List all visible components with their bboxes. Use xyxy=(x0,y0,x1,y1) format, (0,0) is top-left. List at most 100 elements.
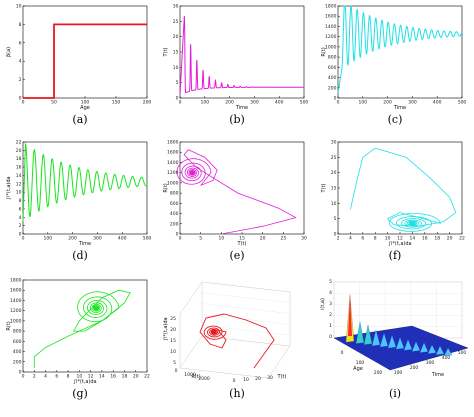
y-tick-label: 600 xyxy=(328,65,337,71)
x-tick-label: 10 xyxy=(76,374,82,380)
x-tick-label: 0 xyxy=(179,236,182,242)
x-tick-label: 6 xyxy=(55,374,58,380)
y-tick-label: 1400 xyxy=(10,298,22,304)
surface-peak xyxy=(348,293,352,336)
caption-d: (d) xyxy=(72,249,88,262)
y-tick-label: 30 xyxy=(331,140,337,146)
y-tick-label: 25 xyxy=(173,19,179,25)
x-axis-label: Time xyxy=(235,105,248,111)
caption-i: (i) xyxy=(388,387,402,400)
y-tick-label: 20 xyxy=(16,148,22,154)
x-axis-label: ∫i*(t,a)da xyxy=(388,241,411,247)
y-tick-label: 15 xyxy=(173,50,179,56)
surface-ridge xyxy=(419,342,429,353)
chart-f: 2 4 6 8 10 12 14 16 18 20 22 0 5 10 15 20 25 30 ∫i*(t,a)da… xyxy=(321,140,465,248)
x-tick-label: 12 xyxy=(397,236,403,242)
x-tick-label: 400 xyxy=(275,100,284,106)
y-tick-label: 1800 xyxy=(167,140,179,146)
axes-3d xyxy=(333,281,463,339)
y-tick-label: 2000 xyxy=(198,376,210,382)
x-tick-label: 22 xyxy=(459,236,465,242)
z-tick-label: 5 xyxy=(173,360,176,366)
x-tick-label: 25 xyxy=(280,236,286,242)
surface-ridge xyxy=(387,334,397,349)
surface-ridge xyxy=(443,347,453,357)
x-tick-label: 20 xyxy=(255,376,261,382)
y-tick-label: 400 xyxy=(13,349,22,355)
x-tick-label: 0 xyxy=(179,100,182,106)
y-tick-label: 0 xyxy=(19,370,22,376)
x-tick-label: 300 xyxy=(408,100,417,106)
series-line xyxy=(33,289,131,368)
y-axis-label: T(t) xyxy=(321,183,327,193)
y-tick-label: 100 xyxy=(394,370,403,376)
x-tick-label: 100 xyxy=(201,100,210,106)
x-tick-label: 0 xyxy=(233,378,236,384)
y-tick-label: 200 xyxy=(170,221,179,227)
z-tick-label: 1 xyxy=(329,323,332,329)
x-tick-label: 10 xyxy=(385,236,391,242)
x-tick-label: 10 xyxy=(243,377,249,383)
chart-c: 0 100 200 300 400 500 0 200 400 600 800 1000 1200 140… xyxy=(321,4,466,112)
x-tick-label: 300 xyxy=(250,100,259,106)
x-tick-label: 400 xyxy=(118,236,127,242)
y-tick-label: 0 xyxy=(19,96,22,102)
y-tick-label: 1200 xyxy=(167,170,179,176)
y-tick-label: 1200 xyxy=(10,308,22,314)
x-axis-label: T(t) xyxy=(237,241,247,247)
z-tick-label: 2 xyxy=(329,312,332,318)
x-tick-label: 30 xyxy=(301,236,307,242)
x-tick-label: 16 xyxy=(110,374,116,380)
x-tick-label: 14 xyxy=(99,374,105,380)
y-axis-label: R(t) xyxy=(6,321,12,330)
x-tick-label: 22 xyxy=(144,374,150,380)
caption-c: (c) xyxy=(387,113,403,126)
x-tick-label: 15 xyxy=(239,236,245,242)
x-tick-label: 2 xyxy=(33,374,36,380)
axes-box xyxy=(22,5,148,99)
caption-g: (g) xyxy=(72,387,88,400)
x-tick-label: 0 xyxy=(337,100,340,106)
axes-box xyxy=(337,5,463,99)
y-tick-label: 0 xyxy=(334,96,337,102)
axes-box xyxy=(179,5,305,99)
caption-a: (a) xyxy=(72,113,88,126)
x-tick-label: 100 xyxy=(44,236,53,242)
z-tick-label: 0 xyxy=(329,334,332,340)
y-tick-label: 800 xyxy=(13,329,22,335)
y-tick-label: 6 xyxy=(19,40,22,46)
z-tick-label: 25 xyxy=(170,316,176,322)
y-tick-label: 10 xyxy=(173,65,179,71)
y-tick-label: 20 xyxy=(331,170,337,176)
y-tick-label: 0 xyxy=(19,232,22,238)
x-tick-label: 5 xyxy=(199,236,202,242)
x-tick-label: 8 xyxy=(374,236,377,242)
y-tick-label: 800 xyxy=(328,55,337,61)
panel-b: 0 100 200 300 400 500 0 5 10 15 20 25 30 Time T(t) (b) xyxy=(162,0,312,130)
x-axis-label: Age xyxy=(80,105,90,111)
x-tick-label: 50 xyxy=(51,100,57,106)
x-tick-label: 200 xyxy=(225,100,234,106)
y-tick-label: 1600 xyxy=(167,150,179,156)
y-axis-label: ∫i*(t,a)da xyxy=(6,176,12,199)
panel-c: 0 100 200 300 400 500 0 200 400 600 800 1000 1200 140… xyxy=(320,0,470,130)
x-tick-label: 200 xyxy=(374,370,383,376)
surface-ridge xyxy=(427,344,437,354)
series-line xyxy=(176,149,297,235)
x-tick-label: 18 xyxy=(434,236,440,242)
y-tick-label: 0 xyxy=(175,368,178,374)
y-tick-label: 0 xyxy=(334,232,337,238)
x-tick-label: 20 xyxy=(447,236,453,242)
z-tick-label: 4 xyxy=(329,290,332,296)
z-tick-label: 10 xyxy=(170,349,176,355)
x-axis-label: Time xyxy=(393,105,406,111)
y-tick-label: 10 xyxy=(16,190,22,196)
x-tick-label: 20 xyxy=(133,374,139,380)
panel-d: 0 100 200 300 400 500 0 2 4 6 8 10 12 14 16 18 20 22 Time ∫… xyxy=(5,136,155,266)
x-tick-label: 12 xyxy=(88,374,94,380)
x-tick-label: 14 xyxy=(410,236,416,242)
z-tick-label: 5 xyxy=(329,279,332,285)
y-tick-label: 200 xyxy=(328,85,337,91)
x-axis-label: Age xyxy=(353,366,363,372)
x-tick-label: 8 xyxy=(67,374,70,380)
